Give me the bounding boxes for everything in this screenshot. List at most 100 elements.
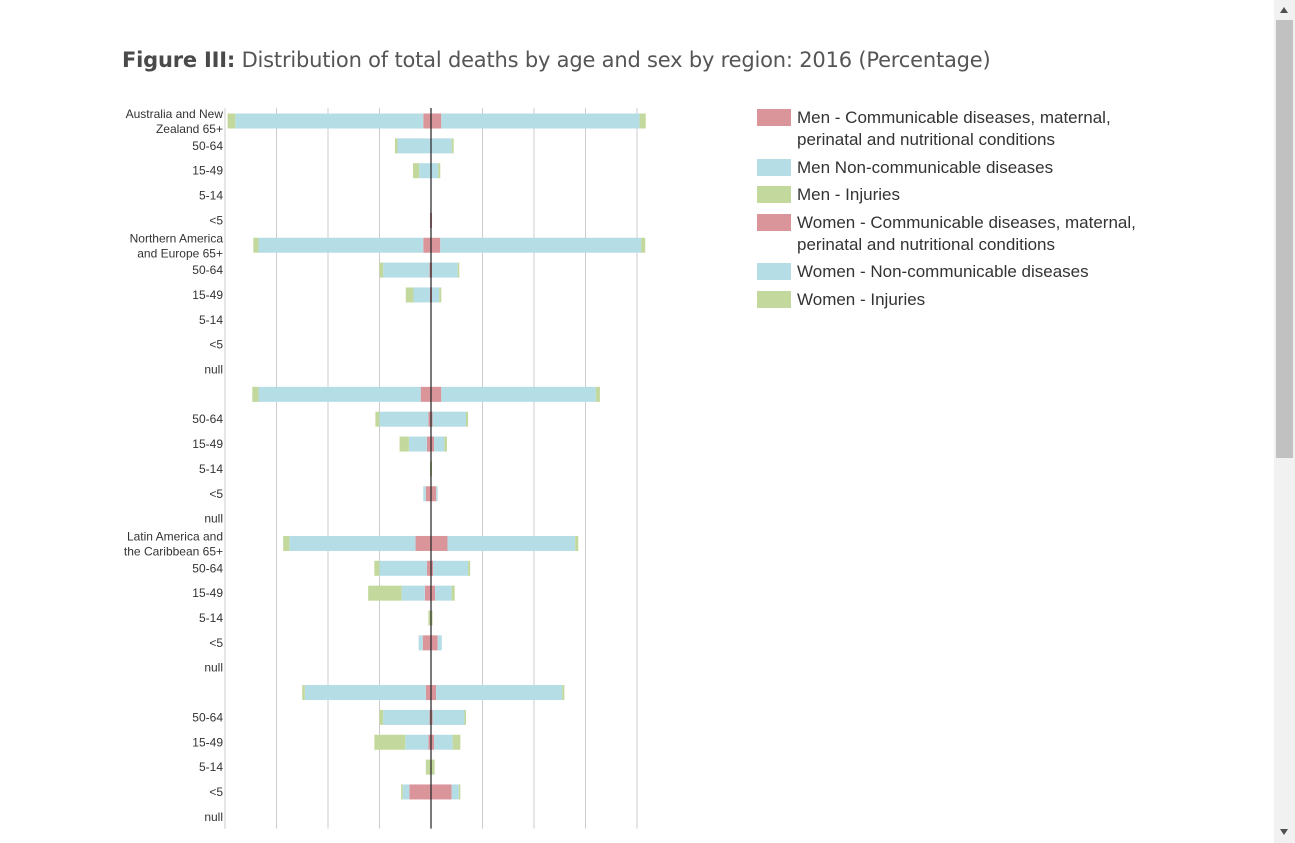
legend-label: Women - Injuries xyxy=(797,289,926,309)
bar-men-segment xyxy=(289,535,416,551)
category-label-line: Northern America xyxy=(130,231,224,245)
bar-men-segment xyxy=(235,113,424,129)
category-label: null xyxy=(204,661,223,675)
figure-number: Figure III: xyxy=(122,48,236,72)
legend-item[interactable]: Women - Injuries xyxy=(757,289,1157,311)
bar-men-segment xyxy=(397,138,431,154)
category-label-line: null xyxy=(204,661,223,675)
bar-women-segment xyxy=(451,784,459,800)
bar-men-segment xyxy=(283,535,290,551)
bar-men-segment xyxy=(409,784,431,800)
legend-item[interactable]: Men - Injuries xyxy=(757,184,1157,206)
bar-women-segment xyxy=(468,560,471,576)
category-label-line: <5 xyxy=(209,338,223,352)
bar-men-segment xyxy=(227,113,236,129)
category-label-line: the Caribbean 65+ xyxy=(124,544,223,558)
bar-women-segment xyxy=(431,759,435,775)
bar-men-segment xyxy=(252,386,259,402)
bar-women-segment xyxy=(466,411,469,427)
category-label: 5-14 xyxy=(199,462,223,476)
legend-item[interactable]: Men Non-communicable diseases xyxy=(757,157,1157,179)
bar-men-segment xyxy=(425,685,431,701)
bar-men-segment xyxy=(302,685,305,701)
vertical-scrollbar[interactable] xyxy=(1274,0,1295,843)
bar-men-segment xyxy=(415,535,431,551)
bar-women-segment xyxy=(451,138,454,154)
category-label-line: 50-64 xyxy=(192,710,223,724)
bar-women-segment xyxy=(431,560,434,576)
bar-women-segment xyxy=(431,113,442,129)
bar-men-segment xyxy=(258,386,421,402)
bar-women-segment xyxy=(431,585,436,601)
category-label: <5 xyxy=(209,636,223,650)
bar-men-segment xyxy=(408,436,427,452)
legend-swatch xyxy=(757,109,791,126)
bar-men-segment xyxy=(428,411,431,427)
bar-men-segment xyxy=(413,287,430,303)
bar-men-segment xyxy=(379,560,427,576)
bar-men-segment xyxy=(426,436,431,452)
bar-women-segment xyxy=(431,709,433,725)
bar-men-segment xyxy=(401,585,425,601)
bar-men-segment xyxy=(405,734,429,750)
bar-men-segment xyxy=(425,486,431,502)
bar-women-segment xyxy=(458,784,461,800)
legend-swatch xyxy=(757,263,791,280)
figure-caption: Distribution of total deaths by age and … xyxy=(241,48,991,72)
bar-men-segment xyxy=(422,635,431,651)
category-label: 15-49 xyxy=(192,437,223,451)
category-label-line: Australia and New xyxy=(126,107,224,121)
category-label-line: Zealand 65+ xyxy=(156,122,223,136)
bar-men-segment xyxy=(402,784,410,800)
bar-women-segment xyxy=(641,237,646,253)
scroll-down-arrow-icon[interactable] xyxy=(1280,829,1288,835)
bar-women-segment xyxy=(434,436,445,452)
category-label: 15-49 xyxy=(192,586,223,600)
bar-men-segment xyxy=(304,685,426,701)
category-label-line: null xyxy=(204,512,223,526)
bar-women-segment xyxy=(595,386,600,402)
bar-women-segment xyxy=(436,685,563,701)
bar-men-segment xyxy=(368,585,402,601)
bar-men-segment xyxy=(374,734,406,750)
bar-women-segment xyxy=(432,411,467,427)
bar-women-segment xyxy=(444,436,447,452)
category-label-line: 15-49 xyxy=(192,437,223,451)
bar-men-segment xyxy=(394,138,398,154)
bar-men-segment xyxy=(258,237,424,253)
bar-men-segment xyxy=(401,784,403,800)
category-label-line: 15-49 xyxy=(192,288,223,302)
category-label: <5 xyxy=(209,785,223,799)
bar-men-segment xyxy=(423,113,431,129)
bar-women-segment xyxy=(431,535,448,551)
bar-women-segment xyxy=(457,262,460,278)
scroll-up-arrow-icon[interactable] xyxy=(1280,7,1288,13)
bar-men-segment xyxy=(379,262,384,278)
scrollbar-thumb[interactable] xyxy=(1276,20,1293,458)
category-label: null xyxy=(204,810,223,824)
category-label-line: null xyxy=(204,810,223,824)
legend-item[interactable]: Women - Communicable diseases, maternal,… xyxy=(757,212,1157,256)
category-label: 15-49 xyxy=(192,164,223,178)
bar-women-segment xyxy=(451,585,455,601)
category-label: 5-14 xyxy=(199,313,223,327)
bar-women-segment xyxy=(431,237,441,253)
category-label: Australia and New Zealand 65+ xyxy=(126,107,224,136)
bar-women-segment xyxy=(432,709,465,725)
bar-women-segment xyxy=(441,113,640,129)
bar-women-segment xyxy=(431,461,433,477)
bar-women-segment xyxy=(431,436,435,452)
bar-women-segment xyxy=(440,237,642,253)
category-label: 15-49 xyxy=(192,288,223,302)
category-label-line: null xyxy=(204,363,223,377)
category-label-line: and Europe 65+ xyxy=(137,246,223,260)
category-label-line: <5 xyxy=(209,213,223,227)
legend-item[interactable]: Men - Communicable diseases, maternal, p… xyxy=(757,107,1157,151)
bar-men-segment xyxy=(412,163,420,179)
category-label-line: 50-64 xyxy=(192,561,223,575)
bar-men-segment xyxy=(383,262,430,278)
category-label: <5 xyxy=(209,338,223,352)
category-label-line: <5 xyxy=(209,487,223,501)
legend-item[interactable]: Women - Non-communicable diseases xyxy=(757,261,1157,283)
bar-men-segment xyxy=(420,386,431,402)
